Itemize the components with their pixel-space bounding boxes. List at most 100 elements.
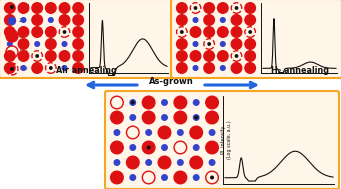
- Circle shape: [32, 63, 42, 73]
- Circle shape: [177, 15, 187, 25]
- Circle shape: [73, 39, 84, 49]
- Circle shape: [195, 116, 197, 119]
- Circle shape: [9, 18, 15, 25]
- Circle shape: [209, 130, 215, 135]
- Circle shape: [193, 66, 198, 70]
- Circle shape: [4, 3, 15, 13]
- Text: O: O: [19, 33, 24, 39]
- Circle shape: [18, 27, 29, 37]
- Circle shape: [193, 42, 198, 46]
- Circle shape: [130, 175, 136, 180]
- Circle shape: [132, 101, 134, 104]
- Circle shape: [142, 96, 155, 109]
- Circle shape: [18, 51, 29, 61]
- Circle shape: [21, 18, 26, 22]
- Circle shape: [110, 111, 123, 124]
- Circle shape: [177, 3, 187, 13]
- Circle shape: [127, 156, 139, 169]
- Circle shape: [59, 51, 70, 61]
- Circle shape: [190, 156, 203, 169]
- Circle shape: [162, 115, 167, 120]
- Circle shape: [130, 100, 136, 105]
- Circle shape: [4, 27, 15, 37]
- Circle shape: [245, 3, 255, 13]
- Text: Air annealing: Air annealing: [56, 66, 116, 75]
- Circle shape: [208, 43, 210, 45]
- Circle shape: [174, 96, 187, 109]
- Circle shape: [46, 39, 56, 49]
- Circle shape: [62, 66, 67, 70]
- Circle shape: [193, 100, 199, 105]
- Circle shape: [59, 3, 70, 13]
- Circle shape: [193, 175, 199, 180]
- Circle shape: [18, 3, 29, 13]
- Circle shape: [11, 6, 13, 8]
- Circle shape: [6, 30, 18, 42]
- Text: H₂ annealing: H₂ annealing: [271, 66, 329, 75]
- Circle shape: [249, 31, 251, 33]
- Circle shape: [231, 15, 242, 25]
- Circle shape: [73, 27, 84, 37]
- Circle shape: [190, 51, 201, 61]
- Circle shape: [218, 27, 228, 37]
- Circle shape: [62, 42, 67, 46]
- Circle shape: [130, 145, 136, 150]
- Circle shape: [110, 141, 123, 154]
- Circle shape: [204, 15, 214, 25]
- Circle shape: [245, 39, 255, 49]
- Text: V$_O$: V$_O$: [19, 48, 29, 57]
- Circle shape: [231, 27, 242, 37]
- Circle shape: [218, 51, 228, 61]
- Text: • H: • H: [19, 5, 30, 9]
- Circle shape: [142, 111, 155, 124]
- Circle shape: [245, 63, 255, 73]
- Circle shape: [206, 141, 218, 154]
- Circle shape: [18, 39, 29, 49]
- Circle shape: [4, 51, 15, 61]
- Circle shape: [50, 67, 52, 69]
- FancyBboxPatch shape: [0, 0, 173, 78]
- Circle shape: [177, 63, 187, 73]
- Circle shape: [181, 31, 183, 33]
- Circle shape: [245, 15, 255, 25]
- Circle shape: [48, 18, 53, 22]
- Circle shape: [235, 55, 238, 57]
- Circle shape: [146, 130, 151, 135]
- Circle shape: [193, 115, 199, 120]
- Circle shape: [190, 27, 201, 37]
- Circle shape: [174, 171, 187, 184]
- Circle shape: [162, 175, 167, 180]
- Text: As-grown: As-grown: [149, 77, 193, 87]
- Circle shape: [178, 160, 183, 165]
- FancyBboxPatch shape: [105, 91, 339, 189]
- Circle shape: [194, 7, 197, 9]
- Circle shape: [73, 15, 84, 25]
- Circle shape: [221, 18, 225, 22]
- Circle shape: [158, 156, 171, 169]
- Text: PL intensity
(Log scale, a.u.): PL intensity (Log scale, a.u.): [221, 121, 232, 159]
- Circle shape: [231, 63, 242, 73]
- Circle shape: [206, 111, 218, 124]
- Circle shape: [142, 141, 155, 154]
- Circle shape: [63, 31, 66, 33]
- Circle shape: [73, 63, 84, 73]
- Circle shape: [36, 55, 39, 57]
- Circle shape: [114, 160, 120, 165]
- Circle shape: [206, 96, 218, 109]
- Circle shape: [146, 160, 151, 165]
- Circle shape: [46, 51, 56, 61]
- Circle shape: [73, 51, 84, 61]
- Circle shape: [209, 160, 215, 165]
- Circle shape: [158, 126, 171, 139]
- Text: H$_O$: H$_O$: [19, 65, 29, 74]
- Circle shape: [11, 68, 13, 70]
- Circle shape: [130, 115, 136, 120]
- Circle shape: [32, 15, 42, 25]
- Circle shape: [4, 15, 15, 25]
- Circle shape: [177, 39, 187, 49]
- Circle shape: [231, 39, 242, 49]
- Circle shape: [4, 63, 15, 73]
- Circle shape: [218, 3, 228, 13]
- Circle shape: [204, 27, 214, 37]
- Circle shape: [114, 130, 120, 135]
